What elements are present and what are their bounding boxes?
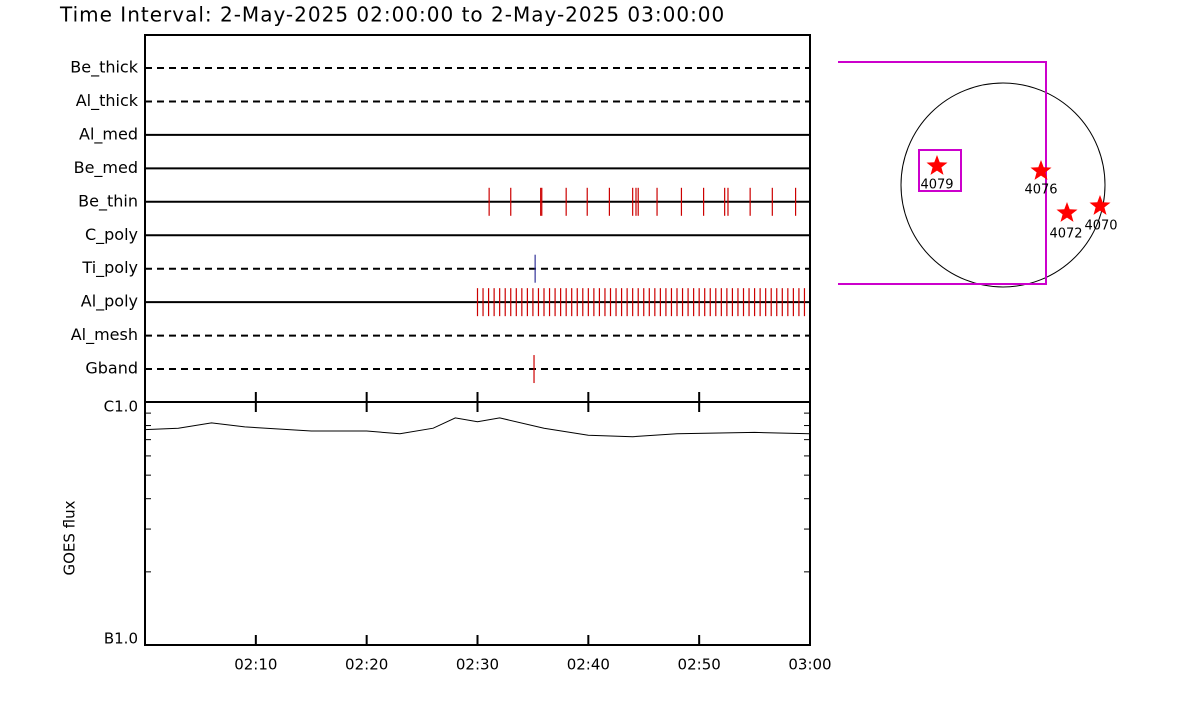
filter-label: Gband: [85, 359, 138, 378]
region-label: 4076: [1024, 183, 1057, 198]
region-star: [1056, 202, 1078, 222]
filter-panel: [144, 34, 811, 403]
region-star: [926, 155, 948, 175]
y-axis-label: GOES flux: [61, 500, 79, 575]
filter-label: Al_thick: [76, 91, 139, 111]
region-label: 4070: [1084, 219, 1117, 234]
x-tick-label: 02:10: [234, 656, 277, 674]
x-tick-label: 02:20: [345, 656, 388, 674]
filter-label: Al_poly: [81, 292, 138, 312]
region-label: 4072: [1049, 227, 1082, 242]
goes-curve: [144, 417, 811, 438]
filter-label: C_poly: [85, 225, 138, 245]
goes-panel: [144, 401, 811, 646]
x-tick-label: 03:00: [788, 656, 831, 674]
region-star: [1089, 195, 1111, 215]
y-tick-label: C1.0: [104, 398, 138, 416]
y-tick-label: B1.0: [104, 630, 138, 648]
field-of-view: [838, 61, 1047, 285]
filter-label: Be_med: [74, 158, 138, 178]
x-tick-label: 02:30: [456, 656, 499, 674]
x-tick-label: 02:40: [567, 656, 610, 674]
sun-disk: [900, 82, 1106, 288]
title: Time Interval: 2-May-2025 02:00:00 to 2-…: [59, 3, 725, 27]
region-star: [1030, 160, 1052, 180]
x-tick-label: 02:50: [678, 656, 721, 674]
region-label: 4079: [920, 178, 953, 193]
filter-label: Al_mesh: [71, 325, 138, 345]
filter-label: Al_med: [79, 124, 138, 144]
filter-label: Be_thin: [78, 191, 138, 211]
target-box: [918, 149, 962, 192]
filter-label: Be_thick: [70, 58, 138, 78]
filter-label: Ti_poly: [81, 258, 138, 278]
